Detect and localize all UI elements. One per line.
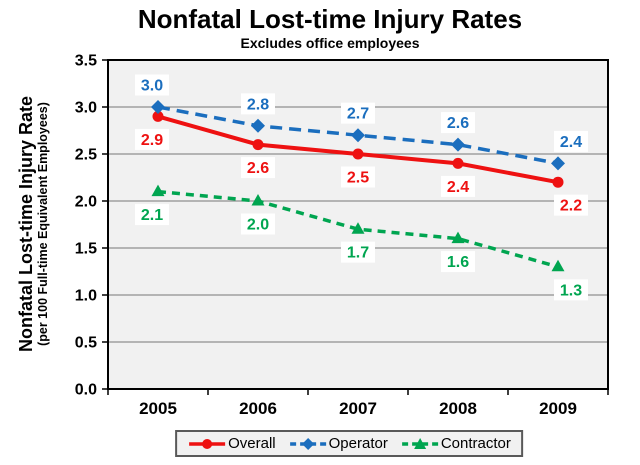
chart-title: Nonfatal Lost-time Injury Rates bbox=[137, 4, 523, 34]
data-label-box bbox=[554, 130, 588, 152]
y-tick-label: 1.0 bbox=[75, 288, 97, 305]
legend-label-overall: Overall bbox=[228, 435, 276, 452]
legend-label-contractor: Contractor bbox=[440, 435, 511, 452]
x-tick-label: 2007 bbox=[339, 399, 377, 418]
data-label-box bbox=[241, 213, 275, 235]
data-label-box bbox=[135, 74, 169, 96]
data-point-marker-operator bbox=[151, 100, 165, 114]
y-tick-label: 0.5 bbox=[75, 335, 97, 352]
data-label: 1.7 bbox=[347, 245, 369, 262]
data-point-marker-overall bbox=[152, 110, 164, 122]
data-label: 2.9 bbox=[141, 132, 163, 149]
data-point-marker-operator bbox=[251, 118, 265, 133]
data-point-marker-operator bbox=[451, 137, 465, 152]
data-label-box bbox=[241, 93, 275, 115]
data-label-box bbox=[241, 157, 275, 179]
legend-shape bbox=[202, 438, 213, 449]
legend-shape bbox=[301, 437, 314, 450]
data-label: 2.4 bbox=[447, 179, 469, 196]
legend-marker-contractor bbox=[400, 436, 440, 452]
data-label: 3.0 bbox=[141, 78, 163, 95]
data-point-marker-overall bbox=[352, 148, 364, 160]
series-line-contractor bbox=[157, 189, 559, 269]
data-label-box bbox=[341, 241, 375, 263]
x-tick-label: 2006 bbox=[239, 399, 277, 418]
data-point-marker-operator bbox=[551, 156, 565, 171]
data-label-box bbox=[441, 175, 475, 197]
plot-border bbox=[107, 59, 609, 390]
data-point-marker-contractor bbox=[151, 184, 165, 197]
data-label-box bbox=[441, 112, 475, 134]
legend-marker-glyph-overall bbox=[189, 438, 226, 449]
legend: Overall Operator Contractor bbox=[175, 430, 523, 457]
data-label: 2.0 bbox=[247, 217, 269, 234]
y-tick-label: 0.0 bbox=[75, 382, 97, 399]
chart-header: Nonfatal Lost-time Injury Rates Excludes… bbox=[20, 0, 640, 51]
data-label: 2.6 bbox=[447, 115, 469, 132]
y-tick-label: 3.5 bbox=[75, 53, 97, 70]
legend-marker-overall bbox=[187, 436, 227, 452]
data-point-marker-overall bbox=[452, 157, 464, 169]
legend-item-operator: Operator bbox=[288, 435, 388, 452]
legend-marker-glyph-operator bbox=[289, 437, 326, 450]
legend-label-operator: Operator bbox=[328, 435, 388, 452]
data-point-marker-overall bbox=[552, 176, 564, 188]
legend-shape bbox=[413, 437, 426, 449]
data-label-box bbox=[135, 128, 169, 150]
data-point-marker-contractor bbox=[451, 231, 465, 244]
x-tick-label: 2005 bbox=[139, 399, 177, 418]
data-label: 1.3 bbox=[560, 282, 582, 299]
data-point-marker-operator bbox=[351, 128, 365, 143]
legend-item-overall: Overall bbox=[187, 435, 276, 452]
x-tick-label: 2009 bbox=[539, 399, 577, 418]
y-tick-label: 2.0 bbox=[75, 194, 97, 211]
y-tick-label: 1.5 bbox=[75, 241, 97, 258]
legend-marker-glyph-contractor bbox=[401, 437, 438, 449]
data-label: 2.5 bbox=[347, 170, 369, 187]
chart-subtitle: Excludes office employees bbox=[240, 35, 420, 51]
data-label-box bbox=[554, 279, 588, 301]
data-point-marker-overall bbox=[252, 139, 264, 151]
legend-marker-operator bbox=[288, 436, 328, 452]
data-label: 1.6 bbox=[447, 254, 469, 271]
y-tick-label: 2.5 bbox=[75, 147, 97, 164]
series-line-operator bbox=[157, 105, 559, 166]
data-label: 2.2 bbox=[560, 198, 582, 215]
data-label-box bbox=[135, 204, 169, 226]
data-label: 2.6 bbox=[247, 160, 269, 177]
legend-item-contractor: Contractor bbox=[400, 435, 511, 452]
data-point-marker-contractor bbox=[551, 259, 565, 272]
data-label-box bbox=[441, 251, 475, 273]
data-label-box bbox=[554, 194, 588, 216]
data-label: 2.7 bbox=[347, 106, 369, 123]
y-tick-label: 3.0 bbox=[75, 100, 97, 117]
data-label: 2.8 bbox=[247, 96, 269, 113]
data-label-box bbox=[341, 102, 375, 124]
data-label: 2.4 bbox=[560, 134, 582, 151]
data-label: 2.1 bbox=[141, 207, 163, 224]
data-point-marker-contractor bbox=[251, 194, 265, 206]
data-label-box bbox=[341, 166, 375, 188]
x-tick-label: 2008 bbox=[439, 399, 477, 418]
data-point-marker-contractor bbox=[351, 222, 365, 234]
